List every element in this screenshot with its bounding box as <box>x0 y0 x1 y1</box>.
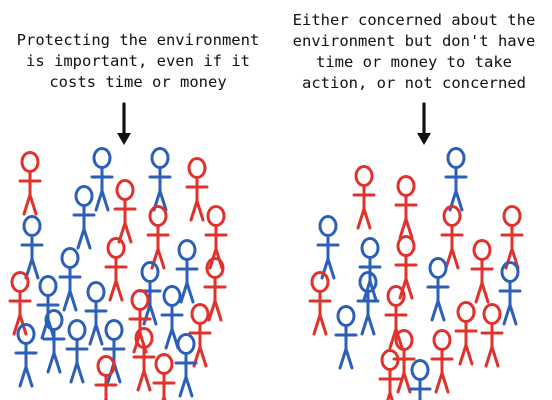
red-stick-figure <box>430 329 454 394</box>
blue-stick-figure <box>356 271 380 336</box>
right-caption-line: action, or not concerned <box>302 74 526 92</box>
right-crowd <box>308 147 524 400</box>
blue-stick-figure <box>65 319 89 384</box>
red-stick-figure <box>18 151 42 216</box>
left-caption-line: is important, even if it <box>26 52 250 70</box>
blue-stick-figure <box>58 247 82 312</box>
blue-stick-figure <box>160 285 184 350</box>
blue-stick-figure <box>138 261 162 326</box>
red-stick-figure <box>454 301 478 366</box>
left-arrow <box>117 102 131 145</box>
blue-stick-figure <box>334 305 358 370</box>
blue-stick-figure <box>20 215 44 280</box>
blue-stick-figure <box>90 147 114 212</box>
red-stick-figure <box>394 175 418 240</box>
red-stick-figure <box>94 355 118 400</box>
red-stick-figure <box>352 165 376 230</box>
blue-stick-figure <box>444 147 468 212</box>
blue-stick-figure <box>498 261 522 326</box>
red-stick-figure <box>8 271 32 336</box>
red-stick-figure <box>152 353 176 400</box>
red-stick-figure <box>384 285 408 350</box>
left-caption-line: costs time or money <box>49 73 227 91</box>
blue-stick-figure <box>426 257 450 322</box>
red-stick-figure <box>440 205 464 270</box>
blue-stick-figure <box>42 309 66 374</box>
blue-stick-figure <box>175 239 199 304</box>
red-stick-figure <box>480 303 504 368</box>
left-caption-line: Protecting the environment <box>16 31 260 49</box>
red-stick-figure <box>188 303 212 368</box>
right-caption-line: Either concerned about the <box>292 11 536 29</box>
red-stick-figure <box>378 349 402 400</box>
red-stick-figure <box>308 271 332 336</box>
red-stick-figure <box>185 157 209 222</box>
right-caption-line: environment but don't have <box>292 32 536 50</box>
red-stick-figure <box>128 289 152 354</box>
right-caption-line: time or money to take <box>316 53 512 71</box>
blue-stick-figure <box>174 333 198 398</box>
blue-stick-figure <box>84 281 108 346</box>
red-stick-figure <box>500 205 524 270</box>
left-caption: Protecting the environment is important,… <box>0 30 276 93</box>
red-stick-figure <box>470 239 494 304</box>
blue-stick-figure <box>102 319 126 384</box>
red-stick-figure <box>394 235 418 300</box>
blue-stick-figure <box>408 359 432 400</box>
right-caption: Either concerned about the environment b… <box>276 10 552 94</box>
left-crowd <box>8 147 228 400</box>
right-arrow <box>417 102 431 145</box>
blue-stick-figure <box>72 185 96 250</box>
blue-stick-figure <box>148 147 172 212</box>
red-stick-figure <box>113 179 137 244</box>
red-stick-figure <box>104 237 128 302</box>
red-stick-figure <box>203 257 227 322</box>
blue-stick-figure <box>14 323 38 388</box>
red-stick-figure <box>146 205 170 270</box>
blue-stick-figure <box>316 215 340 280</box>
red-stick-figure <box>132 327 156 392</box>
